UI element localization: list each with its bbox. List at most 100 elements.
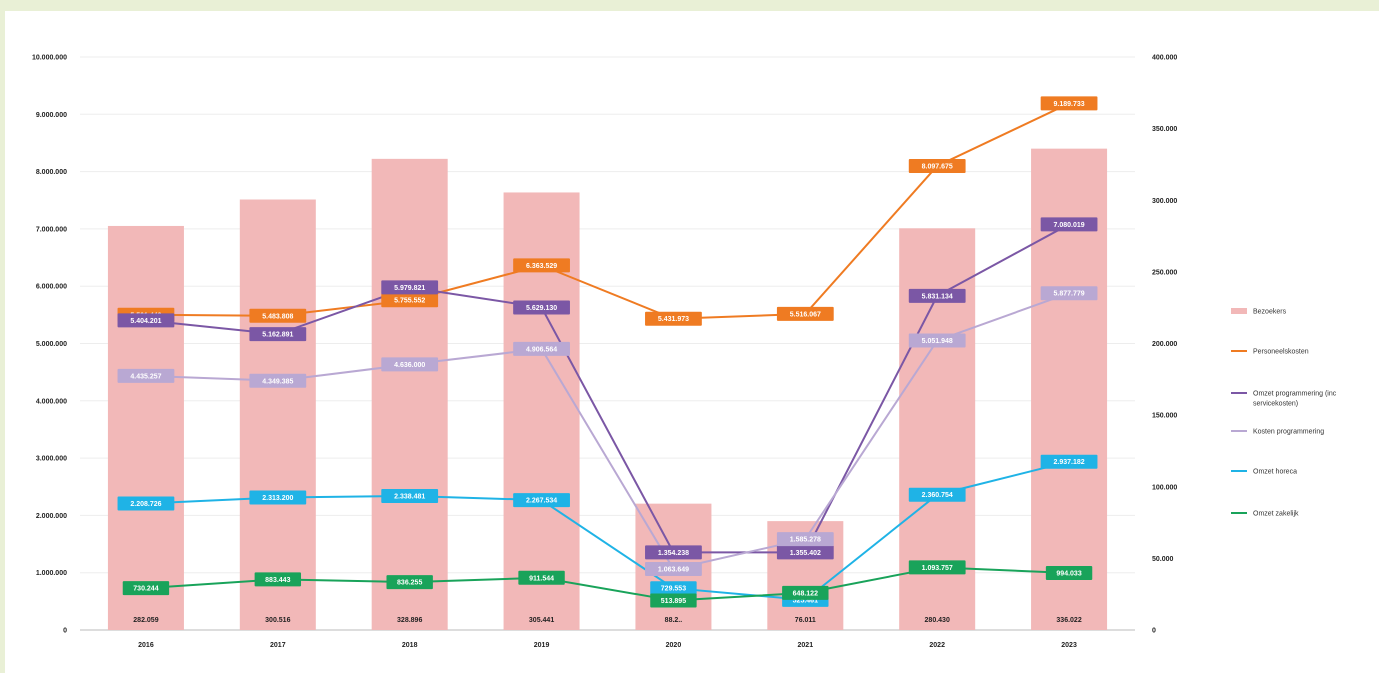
x-tick-label: 2016 [138, 642, 154, 649]
data-label-box [645, 562, 702, 577]
data-label-box [650, 581, 697, 596]
x-tick-label: 2020 [666, 642, 682, 649]
y-right-tick-label: 200.000 [1152, 341, 1177, 348]
y-right-tick-label: 100.000 [1152, 484, 1177, 491]
data-label-box [513, 341, 570, 356]
legend-label: Omzet zakelijk [1253, 511, 1299, 518]
y-left-tick-label: 9.000.000 [36, 112, 67, 119]
data-label: 729.553 [661, 586, 686, 593]
data-label: 5.831.134 [922, 293, 953, 300]
x-tick-label: 2019 [534, 642, 550, 649]
data-label: 2.338.481 [394, 494, 425, 501]
data-label-box [908, 288, 966, 303]
legend-label: servicekosten) [1253, 401, 1298, 408]
x-tick-label: 2021 [798, 642, 814, 649]
data-label: 513.895 [661, 598, 686, 605]
axes: 0 1.000.000 2.000.000 3.000.000 4.000.000 5.0… [32, 55, 1177, 650]
bar [371, 158, 448, 630]
data-label-box [650, 593, 697, 608]
data-label-box [908, 333, 966, 348]
combo-chart: 282.059 300.516 328.896 305.441 88.2.. 76.011… [32, 55, 1337, 650]
y-left-tick-label: 4.000.000 [36, 398, 67, 405]
data-label-box [908, 159, 966, 174]
bar-data-label: 305.441 [529, 617, 554, 624]
data-label: 2.267.534 [526, 498, 557, 505]
y-left-tick-label: 7.000.000 [36, 226, 67, 233]
y-right-tick-label: 0 [1152, 628, 1156, 635]
data-label: 1.355.402 [790, 550, 821, 557]
data-label-box [1045, 566, 1093, 581]
y-left-tick-label: 6.000.000 [36, 284, 67, 291]
y-right-tick-label: 250.000 [1152, 269, 1177, 276]
data-label: 5.431.973 [658, 316, 689, 323]
data-label-box [1040, 217, 1098, 232]
data-label: 4.435.257 [130, 373, 161, 380]
legend-swatch [1231, 308, 1247, 314]
data-label: 2.208.726 [130, 501, 161, 508]
data-label-box [782, 585, 829, 600]
y-right-tick-label: 150.000 [1152, 413, 1177, 420]
y-right-tick-label: 350.000 [1152, 126, 1177, 133]
data-label: 7.080.019 [1053, 222, 1084, 229]
data-label-box [249, 327, 307, 342]
data-label-box [381, 293, 439, 308]
data-label-box [117, 496, 175, 511]
data-label: 2.937.182 [1053, 459, 1084, 466]
data-label: 5.516.067 [790, 311, 821, 318]
data-label-box [249, 490, 307, 505]
data-label: 6.363.529 [526, 263, 557, 270]
data-label: 836.255 [397, 580, 422, 587]
y-left-tick-label: 5.000.000 [36, 341, 67, 348]
data-label-box [249, 308, 307, 323]
data-label-box [386, 575, 433, 590]
data-label-box [513, 258, 570, 273]
data-label: 1.585.278 [790, 537, 821, 544]
data-label-box [381, 489, 439, 504]
legend-label: Personeelskosten [1253, 349, 1309, 356]
data-label-box [776, 545, 834, 560]
data-label-box [249, 373, 307, 388]
y-right-tick-label: 400.000 [1152, 55, 1177, 62]
data-label: 1.063.649 [658, 567, 689, 574]
y-left-tick-label: 8.000.000 [36, 169, 67, 176]
data-label: 2.313.200 [262, 495, 293, 502]
y-left-tick-label: 3.000.000 [36, 456, 67, 463]
data-label: 911.544 [529, 575, 554, 582]
data-label-box [518, 570, 565, 585]
x-tick-label: 2017 [270, 642, 286, 649]
bar-data-label: 328.896 [397, 617, 422, 624]
y-right-tick-label: 300.000 [1152, 198, 1177, 205]
data-label-box [1040, 454, 1098, 469]
data-label-box [117, 313, 175, 328]
data-label-box [776, 306, 834, 321]
data-label: 5.629.130 [526, 305, 557, 312]
data-label-box [513, 300, 570, 315]
data-label: 525.461 [793, 597, 818, 604]
bar-data-label: 76.011 [795, 617, 816, 624]
y-left-tick-label: 0 [63, 628, 67, 635]
legend-label: Omzet programmering (inc [1253, 391, 1337, 398]
x-tick-label: 2022 [929, 642, 945, 649]
bar-data-label: 336.022 [1056, 617, 1081, 624]
data-label-box [381, 280, 439, 295]
data-label: 5.979.821 [394, 285, 425, 292]
data-label: 5.051.948 [922, 338, 953, 345]
data-label: 730.244 [133, 586, 158, 593]
chart-panel: 282.059 300.516 328.896 305.441 88.2.. 76.011… [5, 11, 1379, 673]
data-label: 4.906.564 [526, 346, 557, 353]
legend-label: Omzet horeca [1253, 469, 1297, 476]
bar [503, 192, 580, 631]
data-label-box [254, 572, 302, 587]
data-label-box [776, 532, 834, 547]
bar-data-label: 88.2.. [665, 617, 683, 624]
y-right-tick-label: 50.000 [1152, 556, 1174, 563]
legend-label: Kosten programmering [1253, 429, 1324, 436]
data-label-box [122, 581, 170, 596]
bar-data-label: 280.430 [925, 617, 950, 624]
data-label: 5.483.808 [262, 313, 293, 320]
data-label: 5.877.779 [1053, 291, 1084, 298]
bar-data-label: 282.059 [133, 617, 158, 624]
data-label-box [117, 368, 175, 383]
bar [107, 225, 184, 630]
data-label: 2.360.754 [922, 492, 953, 499]
